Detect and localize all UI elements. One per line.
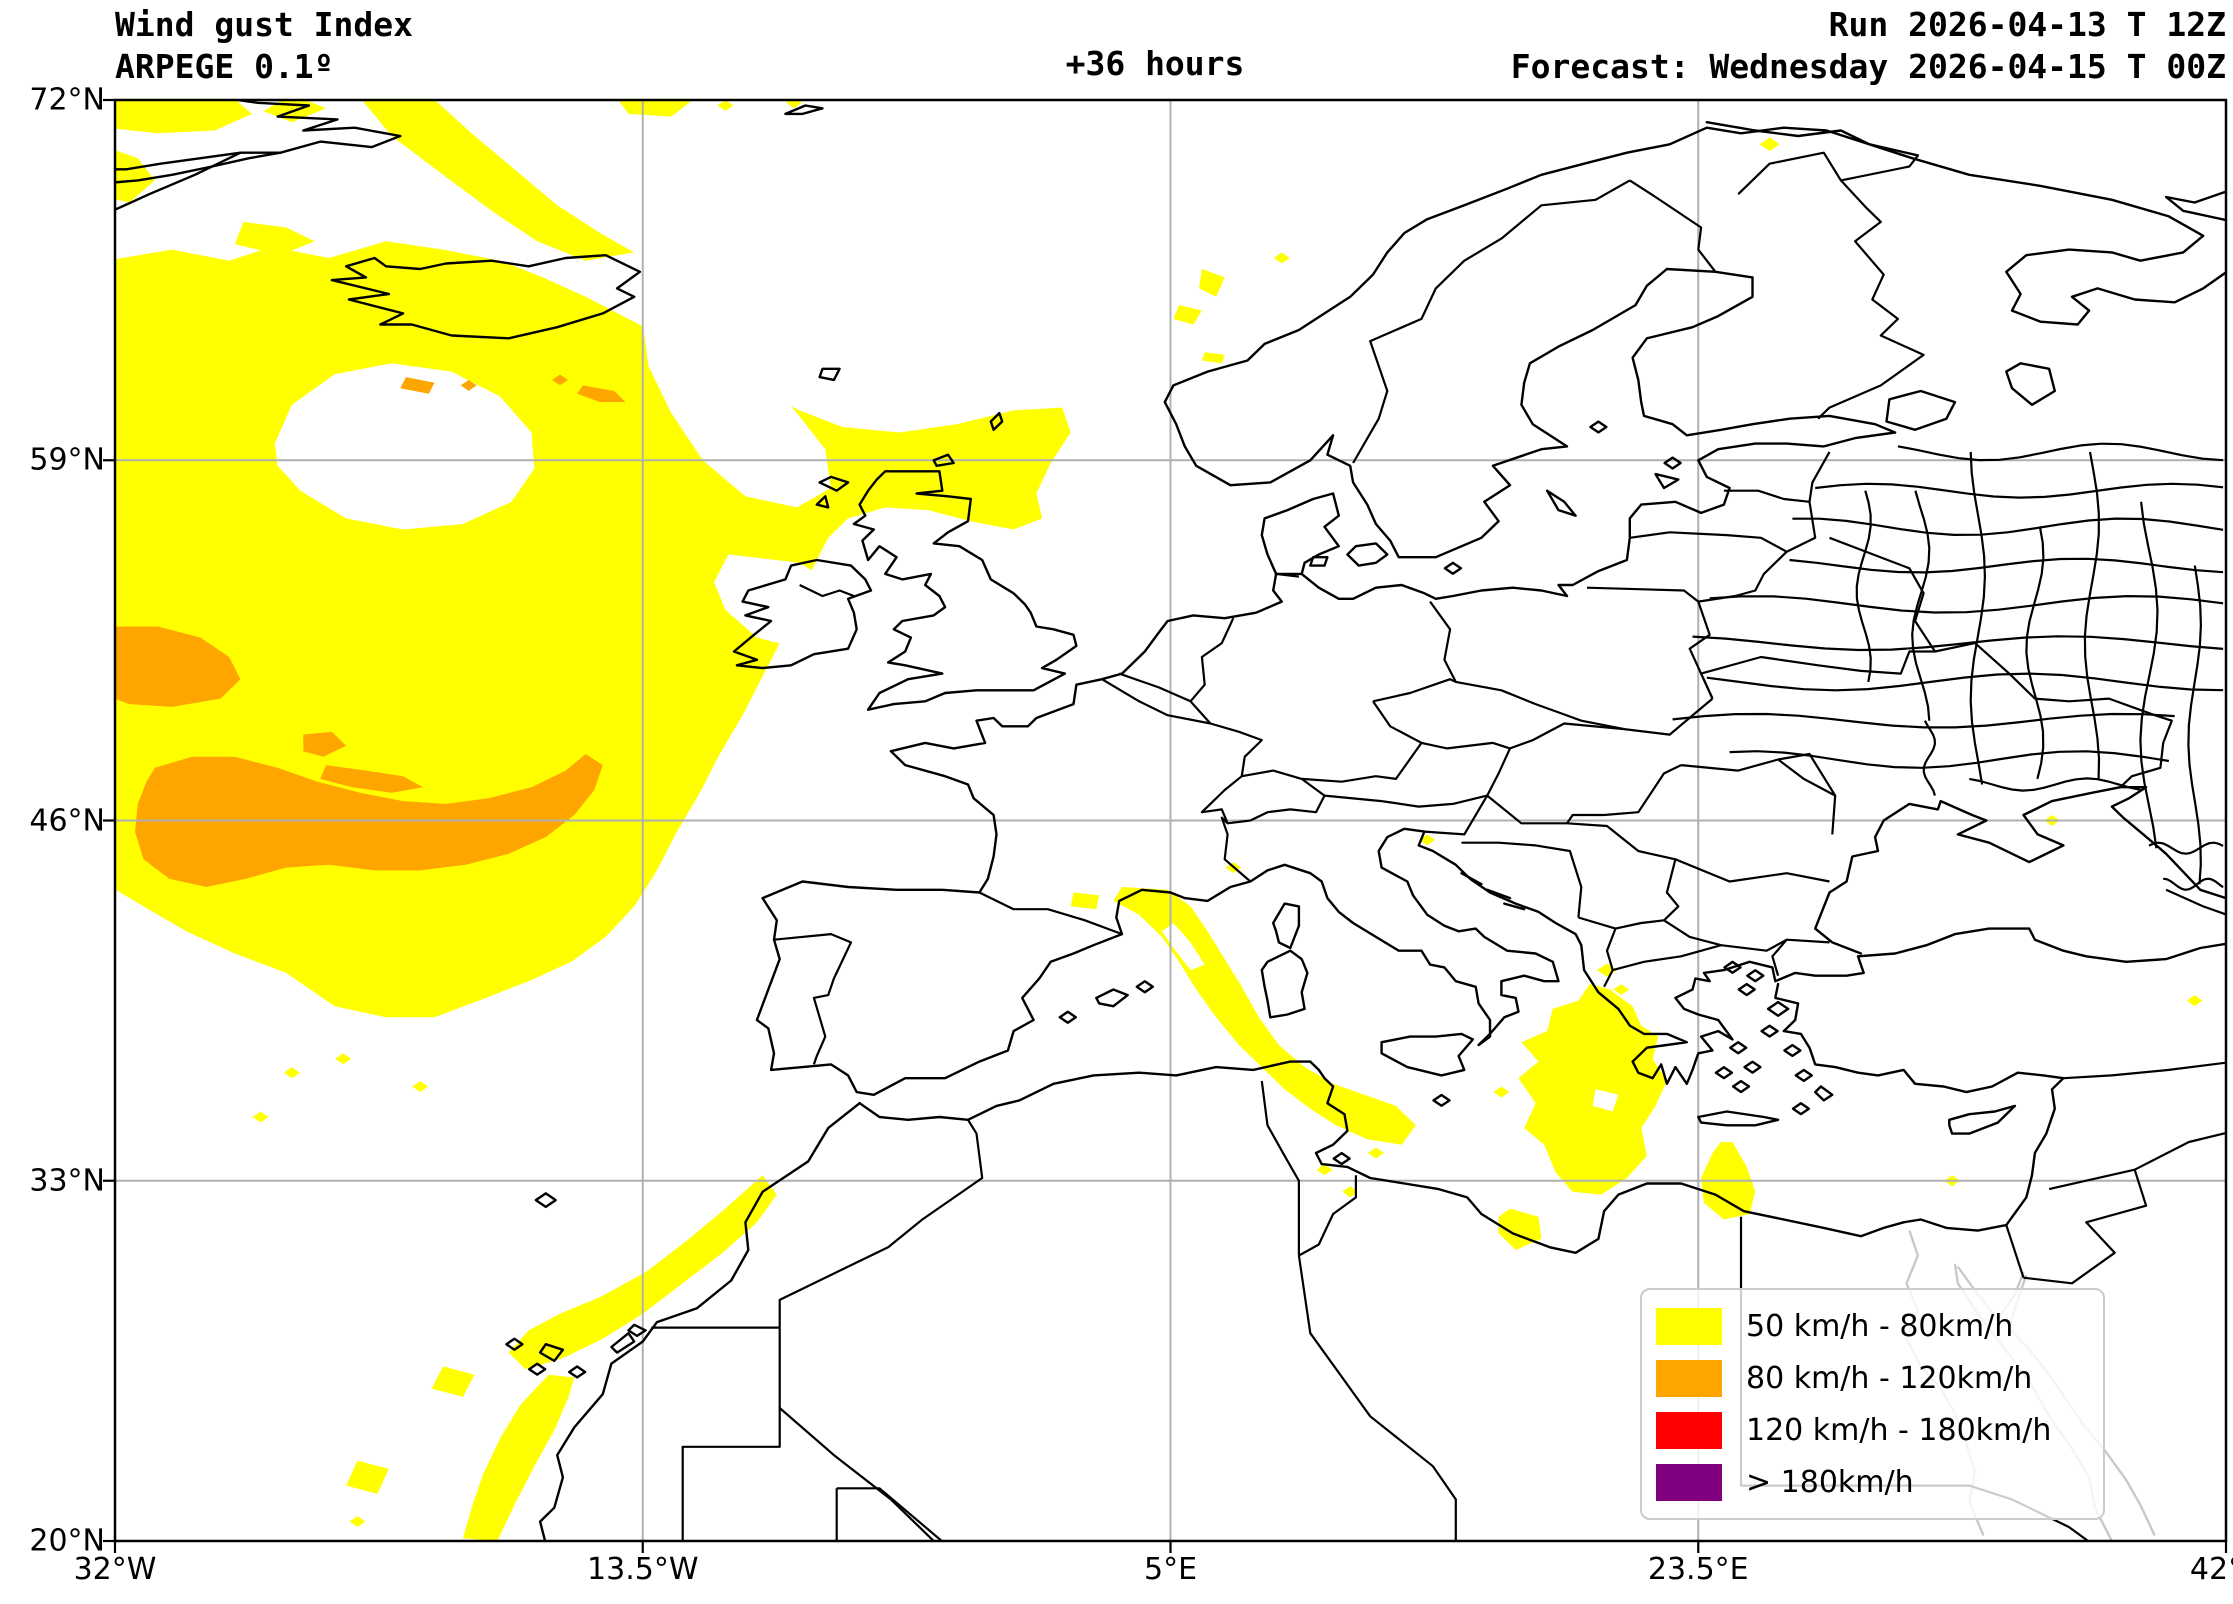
- legend-label: 50 km/h - 80km/h: [1746, 1308, 2014, 1344]
- lon-tick-label: 32°W: [73, 1552, 157, 1587]
- calm-holes: [274, 324, 1619, 1112]
- gridlines: [115, 100, 2226, 1541]
- lon-tick-label: 13.5°W: [587, 1552, 699, 1587]
- lon-tick-label: 42°E: [2189, 1552, 2233, 1587]
- legend-item: 80 km/h - 120km/h: [1656, 1352, 2103, 1404]
- legend-swatch: [1656, 1359, 1722, 1397]
- legend-swatch: [1656, 1411, 1722, 1449]
- legend-label: > 180km/h: [1746, 1464, 1914, 1500]
- axis-ticks: [103, 98, 2228, 1553]
- legend-label: 120 km/h - 180km/h: [1746, 1412, 2052, 1448]
- map-title: Wind gust Index: [115, 5, 414, 44]
- lon-tick-label: 5°E: [1143, 1552, 1198, 1587]
- legend-swatch: [1656, 1463, 1722, 1501]
- legend-item: > 180km/h: [1656, 1456, 2103, 1508]
- forecast-label: Forecast: Wednesday 2026-04-15 T 00Z: [1510, 47, 2226, 86]
- map-layers: [115, 100, 2226, 1541]
- legend-item: 50 km/h - 80km/h: [1656, 1300, 2103, 1352]
- run-label: Run 2026-04-13 T 12Z: [1828, 5, 2226, 44]
- lat-tick-label: 59°N: [29, 442, 105, 478]
- run-forecast-info: Run 2026-04-13 T 12Z Forecast: Wednesday …: [1511, 4, 2226, 88]
- lat-tick-label: 46°N: [29, 803, 105, 838]
- legend-item: 120 km/h - 180km/h: [1656, 1404, 2103, 1456]
- figure-titles: Wind gust Index ARPEGE 0.1º: [115, 4, 413, 88]
- lat-tick-label: 20°N: [29, 1523, 105, 1559]
- lead-time-label: +36 hours: [1065, 44, 1245, 83]
- country-borders: [651, 151, 2226, 1541]
- legend: 50 km/h - 80km/h 80 km/h - 120km/h 120 km/…: [1640, 1288, 2105, 1520]
- legend-label: 80 km/h - 120km/h: [1746, 1360, 2033, 1396]
- lat-tick-label: 72°N: [29, 82, 105, 118]
- model-subtitle: ARPEGE 0.1º: [115, 47, 334, 86]
- legend-swatch: [1656, 1307, 1722, 1345]
- lon-tick-label: 23.5°E: [1647, 1552, 1749, 1587]
- coastlines: [115, 100, 2226, 1541]
- lat-tick-label: 33°N: [29, 1163, 105, 1199]
